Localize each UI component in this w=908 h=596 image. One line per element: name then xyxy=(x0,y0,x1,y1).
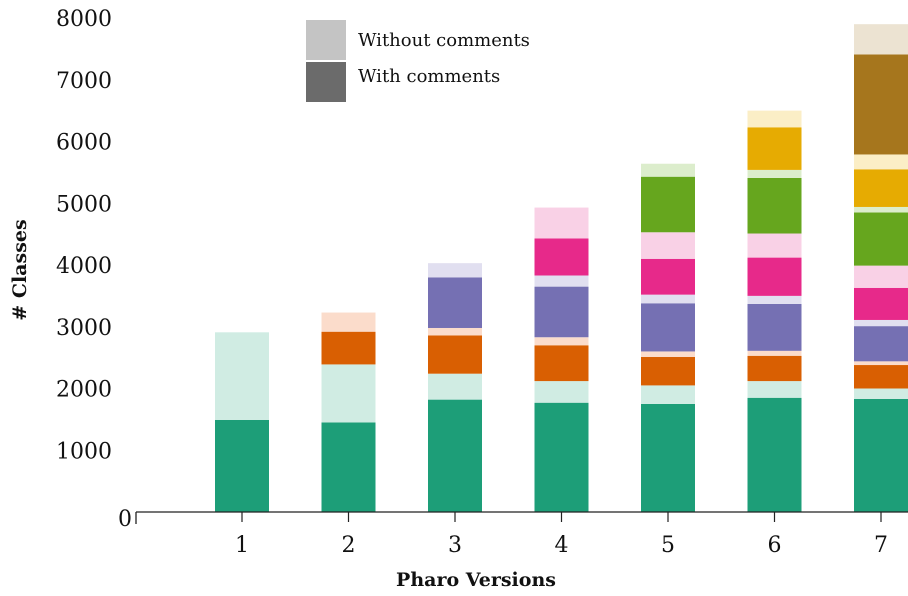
bar-segment xyxy=(428,373,482,400)
legend: Without comments With comments xyxy=(306,20,530,102)
bar-stack-version-1 xyxy=(215,332,269,512)
bar-segment xyxy=(747,355,802,382)
y-tick-label: 1000 xyxy=(56,439,112,464)
bar-segment xyxy=(854,54,908,155)
bar-segment xyxy=(641,232,695,259)
bars xyxy=(215,24,908,512)
y-tick-label: 7000 xyxy=(56,69,112,94)
bar-segment xyxy=(854,319,908,327)
bar-segment xyxy=(854,398,908,512)
y-axis-title: # Classes xyxy=(9,219,31,320)
y-tick-label: 6000 xyxy=(56,131,112,156)
bar-segment xyxy=(428,399,482,512)
bar-stack-version-2 xyxy=(321,312,376,512)
bar-segment xyxy=(854,206,908,213)
bar-segment xyxy=(641,385,695,404)
bar-stack-version-6 xyxy=(747,110,802,512)
y-tick-label: 8000 xyxy=(56,7,112,32)
bar-stack-version-5 xyxy=(641,163,695,512)
x-axis-ticks: 1 2 3 4 5 6 7 xyxy=(235,512,888,558)
legend-label-with-comments: With comments xyxy=(358,66,500,87)
bar-segment xyxy=(321,312,376,332)
bar-segment xyxy=(854,169,908,207)
x-tick-label: 3 xyxy=(448,533,462,558)
bar-segment xyxy=(641,357,695,386)
bar-segment xyxy=(641,403,695,512)
bar-segment xyxy=(854,388,908,399)
bar-segment xyxy=(428,263,482,278)
bar-segment xyxy=(854,365,908,389)
bar-segment xyxy=(534,238,589,276)
y-tick-label: 2000 xyxy=(56,378,112,403)
bar-segment xyxy=(747,381,802,398)
y-tick-label: 5000 xyxy=(56,192,112,217)
legend-swatch-without-comments xyxy=(306,20,346,60)
y-tick-label: 4000 xyxy=(56,254,112,279)
x-tick-label: 1 xyxy=(235,533,249,558)
bar-segment xyxy=(321,422,376,512)
bar-segment xyxy=(747,295,802,304)
bar-segment xyxy=(854,212,908,266)
bar-segment xyxy=(534,286,589,338)
bar-segment xyxy=(215,332,269,420)
bar-stack-version-7 xyxy=(854,24,908,512)
x-tick-label: 2 xyxy=(342,533,356,558)
bar-segment xyxy=(321,331,376,365)
bar-segment xyxy=(428,327,482,336)
bar-stack-version-3 xyxy=(428,263,482,512)
x-axis-title: Pharo Versions xyxy=(396,569,556,591)
bar-segment xyxy=(428,277,482,328)
legend-swatch-with-comments xyxy=(306,62,346,102)
bar-segment xyxy=(641,303,695,352)
bar-segment xyxy=(854,287,908,320)
bar-segment xyxy=(534,381,589,403)
bar-segment xyxy=(641,163,695,177)
y-axis-ticks: 0 1000 2000 3000 4000 5000 6000 7000 8000 xyxy=(56,7,132,532)
bar-stack-version-4 xyxy=(534,207,589,512)
bar-segment xyxy=(747,127,802,170)
bar-segment xyxy=(854,361,908,366)
bar-segment xyxy=(854,265,908,288)
bar-segment xyxy=(428,335,482,374)
bar-segment xyxy=(534,337,589,346)
y-tick-label: 3000 xyxy=(56,316,112,341)
bar-segment xyxy=(747,350,802,356)
bar-segment xyxy=(747,110,802,128)
x-tick-label: 7 xyxy=(874,533,888,558)
bar-segment xyxy=(641,351,695,358)
bar-segment xyxy=(534,275,589,287)
bar-segment xyxy=(747,233,802,258)
bar-segment xyxy=(641,258,695,295)
bar-segment xyxy=(215,419,269,512)
x-tick-label: 4 xyxy=(555,533,569,558)
bar-segment xyxy=(747,257,802,296)
bar-segment xyxy=(854,154,908,170)
y-tick-label: 0 xyxy=(118,507,132,532)
x-tick-label: 5 xyxy=(661,533,675,558)
bar-segment xyxy=(747,169,802,178)
bar-segment xyxy=(747,303,802,351)
bar-segment xyxy=(747,177,802,234)
bar-segment xyxy=(854,326,908,362)
x-tick-label: 6 xyxy=(768,533,782,558)
bar-segment xyxy=(534,207,589,239)
bar-segment xyxy=(641,294,695,304)
bar-segment xyxy=(534,345,589,382)
bar-segment xyxy=(534,402,589,512)
bar-segment xyxy=(321,364,376,423)
bar-segment xyxy=(747,397,802,512)
legend-label-without-comments: Without comments xyxy=(358,30,530,51)
bar-segment xyxy=(854,24,908,55)
bar-segment xyxy=(641,176,695,233)
